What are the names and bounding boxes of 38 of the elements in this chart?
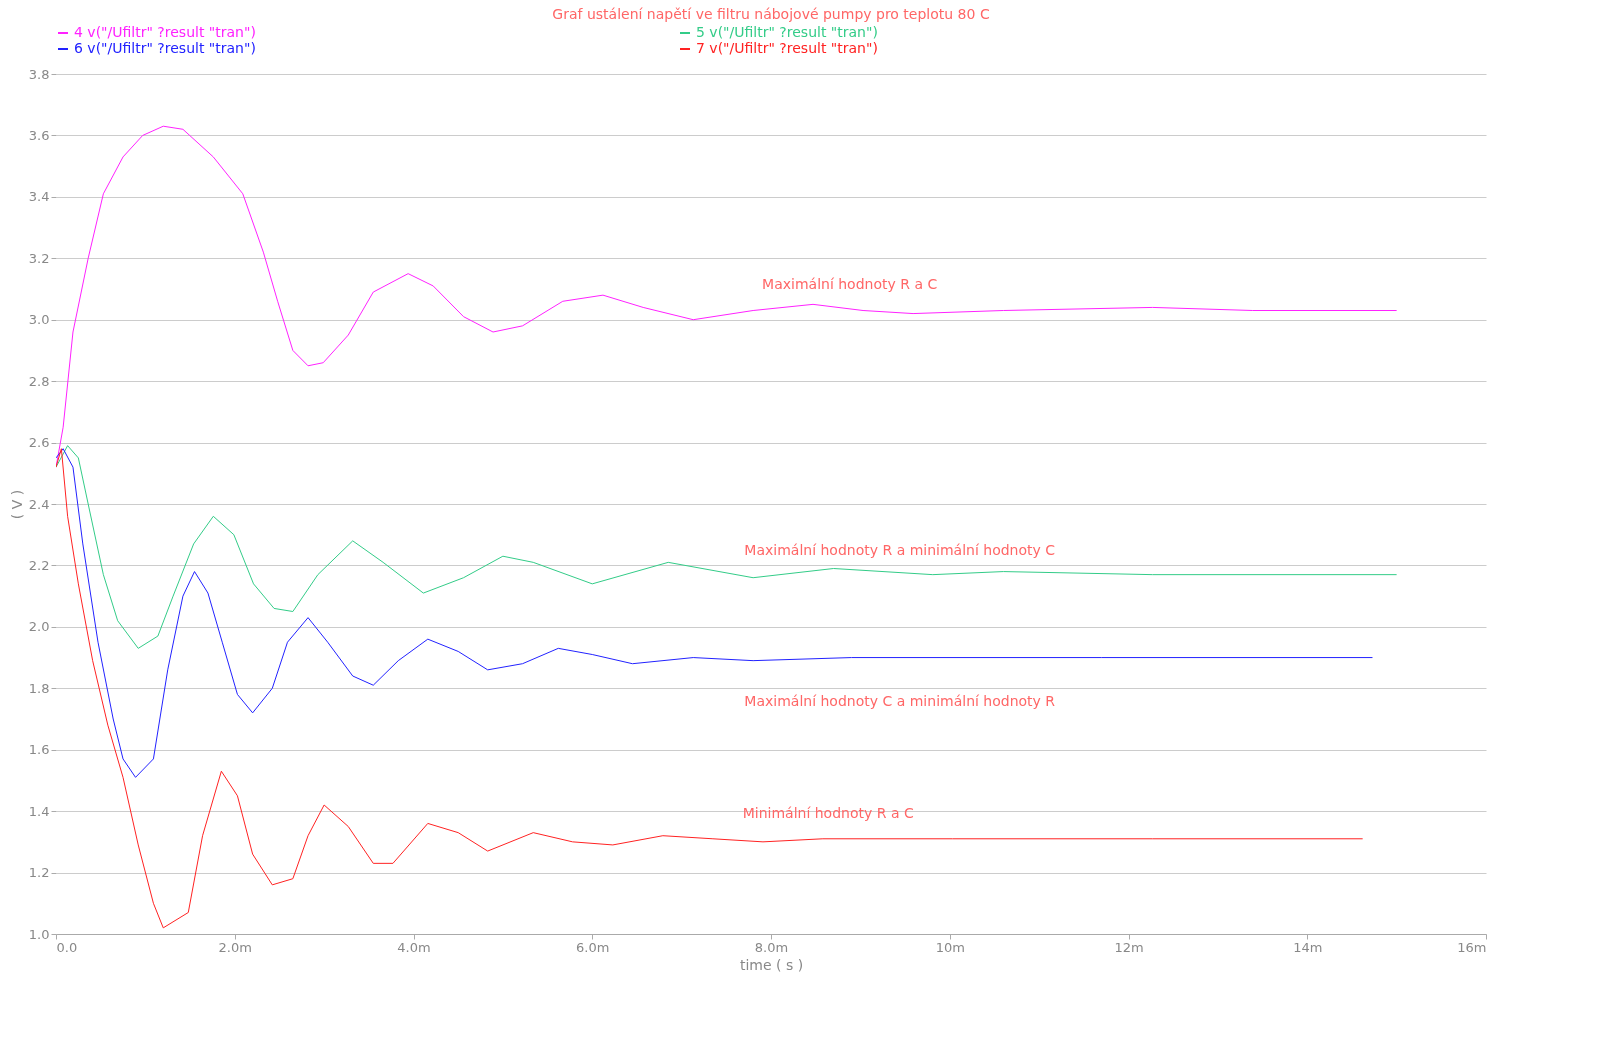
y-tick-label: 2.2 bbox=[28, 557, 50, 573]
annotation: Maximální hodnoty R a C bbox=[762, 275, 938, 292]
chart-title: Graf ustálení napětí ve filtru nábojové pumpy pro teplotu 80 C bbox=[552, 6, 990, 22]
x-tick-label: 4.0m bbox=[397, 939, 431, 955]
y-tick-label: 1.6 bbox=[28, 742, 50, 758]
x-tick-label: 14m bbox=[1293, 939, 1323, 955]
y-tick-label: 3.0 bbox=[28, 312, 50, 328]
annotation: Maximální hodnoty R a minimální hodnoty C bbox=[744, 542, 1056, 559]
line-series bbox=[56, 448, 1364, 929]
y-tick-label: 1.8 bbox=[28, 680, 50, 696]
annotation: Minimální hodnoty R a C bbox=[742, 804, 914, 821]
y-tick-label: 1.4 bbox=[28, 803, 50, 819]
x-axis-title: time ( s ) bbox=[739, 956, 804, 973]
x-tick-label: 2.0m bbox=[218, 939, 252, 955]
line-series bbox=[56, 448, 1373, 778]
y-tick-label: 3.6 bbox=[28, 127, 50, 143]
y-tick-label: 2.6 bbox=[28, 435, 50, 451]
annotation: Maximální hodnoty C a minimální hodnoty R bbox=[744, 692, 1056, 709]
y-tick-label: 2.8 bbox=[28, 373, 50, 389]
y-tick-label: 3.4 bbox=[28, 189, 50, 205]
x-tick-label: 6.0m bbox=[576, 939, 610, 955]
y-tick-label: 3.2 bbox=[28, 250, 50, 266]
y-tick-label: 1.0 bbox=[28, 926, 50, 942]
y-tick-label: 3.8 bbox=[28, 66, 50, 82]
legend-label: 7 v("/Ufiltr" ?result "tran") bbox=[696, 40, 878, 56]
x-tick-label: 12m bbox=[1114, 939, 1144, 955]
x-tick-label: 10m bbox=[935, 939, 965, 955]
legend-label: 6 v("/Ufiltr" ?result "tran") bbox=[74, 40, 256, 56]
legend-label: 4 v("/Ufiltr" ?result "tran") bbox=[74, 24, 256, 40]
legend-label: 5 v("/Ufiltr" ?result "tran") bbox=[696, 24, 878, 40]
x-tick-label: 16m bbox=[1457, 939, 1487, 955]
line-series bbox=[56, 445, 1398, 649]
y-tick-label: 2.4 bbox=[28, 496, 50, 512]
x-tick-label: 8.0m bbox=[754, 939, 789, 955]
y-axis-title: ( V ) bbox=[8, 489, 25, 520]
y-tick-label: 2.0 bbox=[28, 619, 50, 635]
y-tick-label: 1.2 bbox=[28, 865, 50, 881]
x-tick-label: 0.0 bbox=[56, 939, 78, 955]
